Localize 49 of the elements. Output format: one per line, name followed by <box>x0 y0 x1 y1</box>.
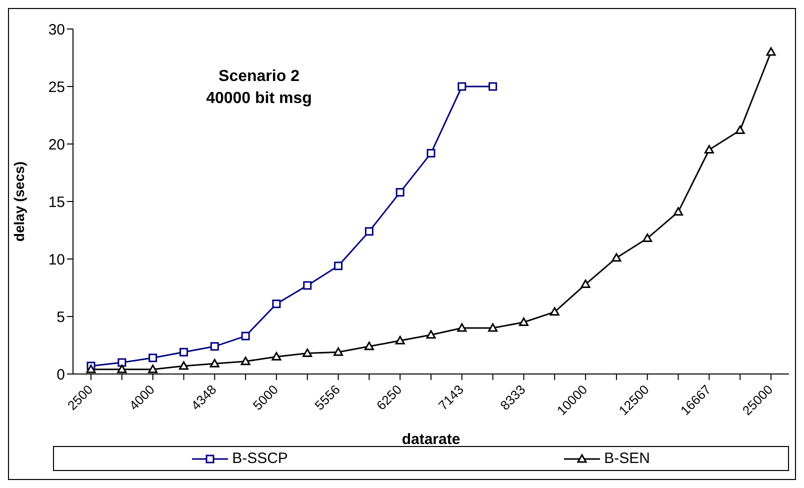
point <box>735 125 745 134</box>
point <box>210 342 219 351</box>
point <box>86 364 96 374</box>
point <box>642 234 652 242</box>
y-tick-label: 20 <box>48 136 65 154</box>
point <box>179 348 188 356</box>
point <box>458 82 466 91</box>
point <box>118 358 126 367</box>
point <box>148 364 158 374</box>
legend-label: B-SSCP <box>231 450 288 467</box>
point <box>148 354 158 362</box>
y-tick-label: 25 <box>48 78 65 96</box>
point <box>334 347 344 356</box>
point <box>766 47 776 56</box>
point <box>518 318 528 326</box>
point <box>395 336 405 344</box>
text: 40000 bit msg <box>206 90 312 107</box>
y-tick-label: 5 <box>56 308 65 326</box>
y-tick-label: 15 <box>48 194 65 211</box>
y-axis-title: delay (secs) <box>10 161 27 242</box>
point <box>580 280 590 288</box>
point <box>272 300 281 308</box>
y-tick-label: 10 <box>48 251 65 268</box>
point <box>364 342 374 350</box>
point <box>364 227 374 236</box>
point <box>210 358 220 368</box>
point <box>488 323 498 332</box>
y-tick-label: 30 <box>48 21 65 38</box>
text: Scenario 2 <box>218 68 300 85</box>
point <box>396 188 404 197</box>
point <box>426 148 436 158</box>
point <box>612 253 622 262</box>
point <box>302 348 312 358</box>
y-tick-label: 0 <box>56 366 65 384</box>
point <box>117 364 127 374</box>
point <box>272 352 282 360</box>
point <box>488 82 498 91</box>
point <box>303 281 312 290</box>
point <box>240 356 250 366</box>
point <box>178 361 188 370</box>
x-axis-title: datarate <box>402 431 460 448</box>
point <box>426 330 436 339</box>
legend-label: B-SEN <box>603 450 650 467</box>
point <box>550 307 560 316</box>
point <box>704 145 714 154</box>
point <box>241 332 250 340</box>
point <box>457 323 467 332</box>
point <box>674 207 684 216</box>
point <box>334 262 343 270</box>
